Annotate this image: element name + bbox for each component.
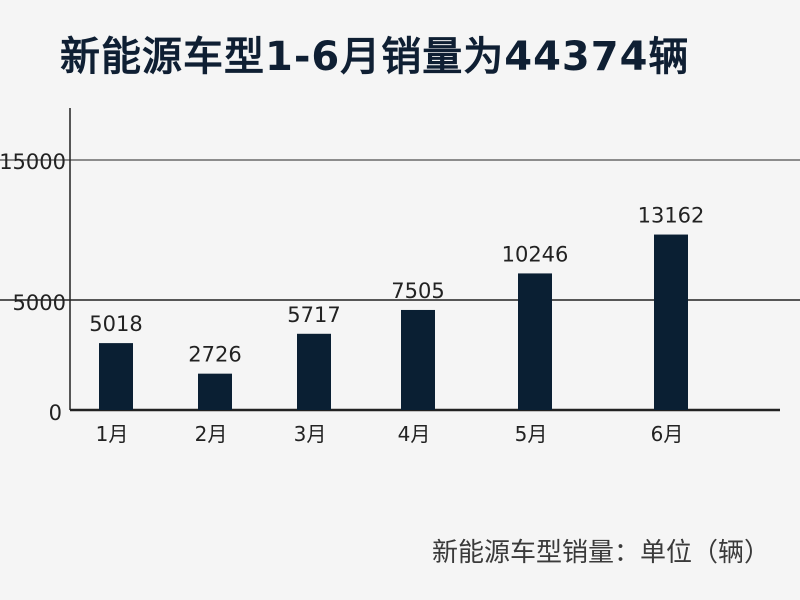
data-label-1: 5018 (89, 312, 142, 336)
data-label-6: 13162 (638, 204, 705, 228)
x-tick-label-1: 1月 (96, 422, 129, 446)
x-tick-label-2: 2月 (195, 422, 228, 446)
bar-5 (518, 273, 552, 410)
x-tick-label-4: 4月 (398, 422, 431, 446)
data-label-3: 5717 (287, 303, 340, 327)
bar-3 (297, 333, 331, 410)
data-label-2: 2726 (188, 343, 241, 367)
y-tick-label-5000: 5000 (13, 291, 66, 315)
chart-footnote: 新能源车型销量：单位（辆） (431, 538, 770, 568)
bar-2 (198, 373, 232, 410)
x-tick-label-6: 6月 (651, 422, 684, 446)
y-tick-label-0: 0 (49, 401, 62, 425)
bar-4 (401, 309, 435, 410)
bar-1 (99, 343, 133, 410)
chart-title: 新能源车型1-6月销量为44374辆 (60, 34, 690, 80)
bar-6 (654, 234, 688, 410)
y-tick-label-15000: 15000 (0, 150, 66, 174)
data-label-5: 10246 (502, 242, 569, 266)
x-tick-label-5: 5月 (515, 422, 548, 446)
data-label-4: 7505 (391, 279, 444, 303)
x-tick-label-3: 3月 (294, 422, 327, 446)
